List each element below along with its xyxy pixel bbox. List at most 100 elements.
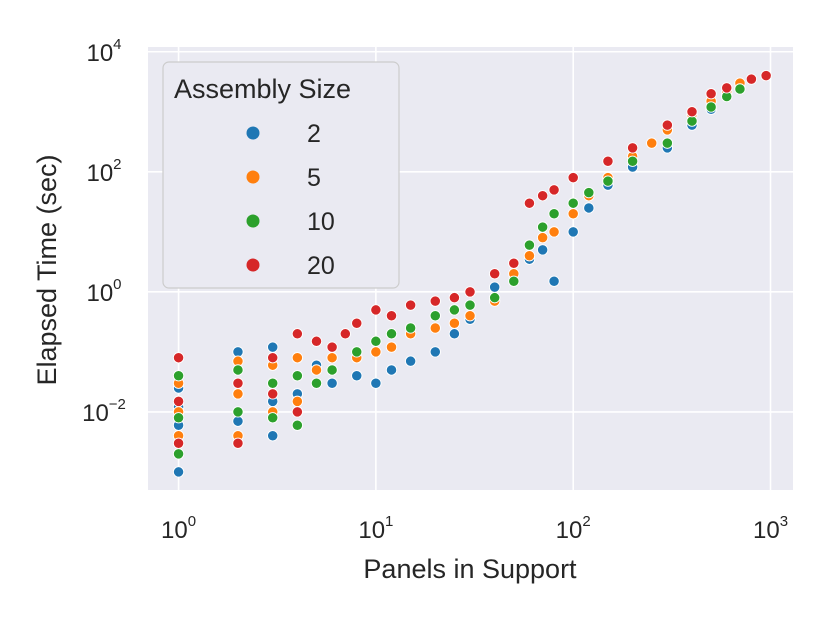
data-point-5 (567, 208, 579, 220)
legend-label-5: 5 (307, 164, 321, 192)
y-tick-label: 100 (86, 276, 121, 307)
data-point-10 (523, 239, 536, 251)
data-point-10 (602, 175, 614, 187)
y-tick-label: 104 (86, 36, 121, 67)
data-point-20 (404, 299, 417, 311)
data-point-20 (626, 142, 639, 154)
data-point-10 (385, 328, 398, 340)
x-tick-label: 100 (161, 513, 196, 544)
data-point-20 (291, 328, 304, 340)
data-point-2 (429, 346, 441, 358)
y-tick-labels: 10−2 100 102 104 (82, 36, 126, 427)
data-point-20 (721, 82, 733, 94)
data-point-5 (232, 388, 244, 400)
data-point-20 (602, 155, 614, 167)
data-point-20 (339, 328, 351, 340)
data-point-10 (734, 83, 746, 95)
data-point-20 (508, 257, 520, 269)
data-point-10 (661, 137, 673, 149)
data-points (172, 69, 772, 478)
data-point-20 (232, 437, 244, 449)
data-point-20 (267, 388, 279, 400)
data-point-20 (686, 106, 698, 118)
data-point-20 (429, 295, 441, 307)
data-point-5 (291, 395, 304, 407)
data-point-20 (267, 352, 279, 364)
data-point-5 (464, 310, 476, 322)
x-axis-label: Panels in Support (363, 554, 577, 584)
data-point-2 (267, 430, 279, 442)
data-point-20 (310, 335, 323, 347)
data-point-2 (172, 466, 185, 478)
data-point-2 (370, 377, 382, 389)
legend-marker-10 (246, 214, 260, 228)
data-point-10 (291, 370, 304, 382)
data-point-20 (548, 184, 560, 196)
x-tick-label: 101 (358, 513, 393, 544)
data-point-10 (626, 155, 639, 167)
data-point-2 (267, 341, 279, 353)
data-point-2 (548, 275, 560, 287)
data-point-2 (385, 364, 398, 376)
data-point-20 (448, 292, 461, 304)
data-point-5 (646, 137, 658, 149)
data-point-10 (536, 221, 549, 233)
data-point-5 (536, 231, 549, 244)
data-point-5 (548, 226, 560, 238)
x-tick-label: 103 (753, 513, 788, 544)
data-point-20 (489, 268, 501, 280)
data-point-20 (291, 406, 304, 418)
data-point-20 (536, 190, 549, 202)
data-point-10 (172, 412, 185, 424)
data-point-10 (267, 412, 279, 424)
data-point-20 (523, 197, 536, 209)
data-point-5 (310, 364, 323, 376)
data-point-2 (351, 370, 363, 382)
data-point-20 (326, 341, 338, 353)
data-point-2 (489, 281, 501, 293)
legend-entries: 2 5 10 20 (246, 120, 335, 280)
y-tick-label: 102 (86, 156, 121, 187)
data-point-10 (567, 197, 579, 209)
data-point-20 (705, 88, 717, 100)
data-point-20 (464, 286, 476, 298)
data-point-10 (351, 346, 363, 358)
data-point-20 (745, 73, 758, 85)
x-tick-label: 102 (556, 513, 591, 544)
data-point-10 (172, 370, 185, 382)
data-point-2 (448, 328, 461, 340)
y-axis-label: Elapsed Time (sec) (32, 154, 62, 385)
data-point-10 (583, 186, 595, 199)
data-point-10 (172, 448, 185, 460)
legend-marker-20 (246, 258, 260, 272)
legend-title: Assembly Size (174, 74, 351, 104)
data-point-5 (429, 322, 441, 334)
data-point-2 (536, 244, 549, 256)
data-point-10 (310, 377, 323, 389)
data-point-10 (508, 275, 520, 287)
data-point-10 (705, 101, 717, 113)
data-point-10 (291, 419, 304, 431)
data-point-10 (464, 299, 476, 311)
data-point-5 (385, 341, 398, 353)
data-point-10 (448, 304, 461, 316)
legend: Assembly Size 2 5 10 20 (162, 61, 400, 289)
data-point-5 (370, 346, 382, 358)
data-point-5 (326, 352, 338, 364)
data-point-20 (760, 69, 772, 82)
data-point-2 (567, 226, 579, 238)
data-point-2 (326, 377, 338, 389)
x-tick-labels: 100 101 102 103 (161, 513, 788, 544)
y-tick-label: 10−2 (82, 396, 126, 427)
data-point-10 (326, 364, 338, 376)
data-point-20 (661, 119, 673, 131)
data-point-10 (489, 292, 501, 304)
data-point-10 (404, 322, 417, 334)
data-point-5 (523, 250, 536, 262)
legend-label-10: 10 (307, 208, 335, 236)
data-point-10 (267, 377, 279, 389)
legend-box (162, 61, 400, 289)
data-point-2 (404, 355, 417, 367)
data-point-10 (232, 364, 244, 376)
